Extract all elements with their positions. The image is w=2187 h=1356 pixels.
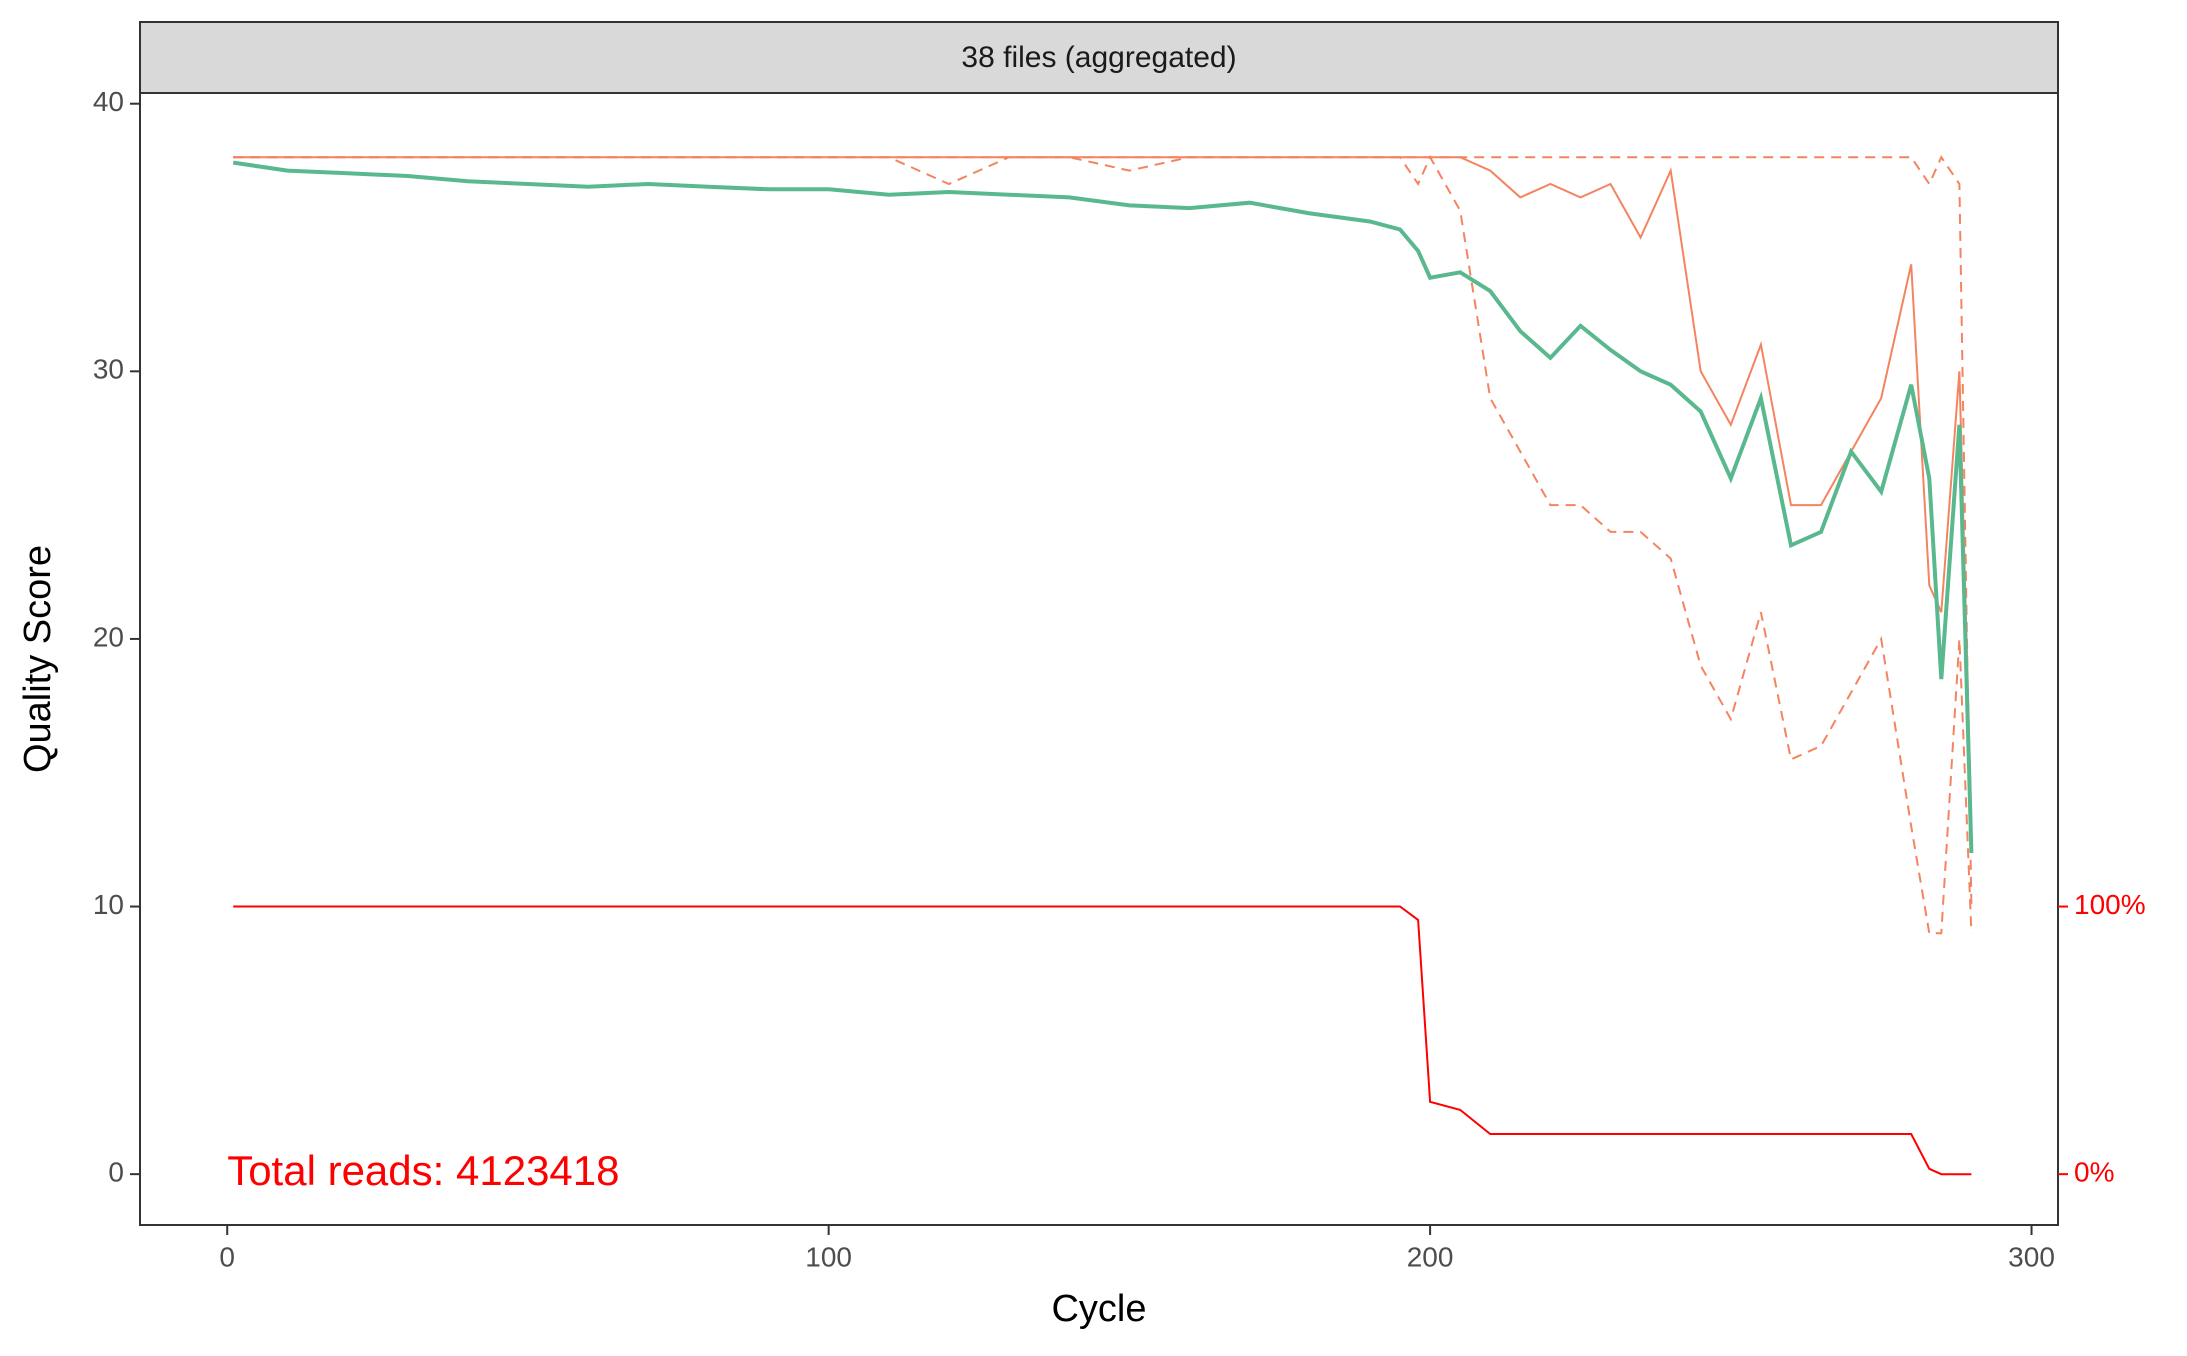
series-line [233, 905, 1972, 1176]
y-tick-label: 20 [93, 621, 124, 652]
strip [139, 21, 2059, 94]
x-tick-label: 0 [219, 1241, 235, 1272]
y-axis-title: Quality Score [17, 545, 59, 773]
x-axis-title: Cycle [1051, 1288, 1146, 1330]
y2-tick-label: 100% [2074, 889, 2146, 920]
panel [139, 92, 2059, 1226]
y2-tick-label: 0% [2074, 1157, 2114, 1188]
series-line [233, 156, 1973, 827]
x-tick-label: 200 [1407, 1241, 1454, 1272]
y-tick-label: 0 [108, 1157, 124, 1188]
strip-title: 38 files (aggregated) [961, 41, 1236, 74]
y-tick-label: 30 [93, 354, 124, 385]
y-tick-label: 10 [93, 889, 124, 920]
series-line [232, 160, 1974, 854]
x-tick-label: 300 [2008, 1241, 2055, 1272]
y-tick-label: 40 [93, 86, 124, 117]
annotation: Total reads: 4123418 [227, 1147, 619, 1194]
x-tick-label: 100 [805, 1241, 852, 1272]
